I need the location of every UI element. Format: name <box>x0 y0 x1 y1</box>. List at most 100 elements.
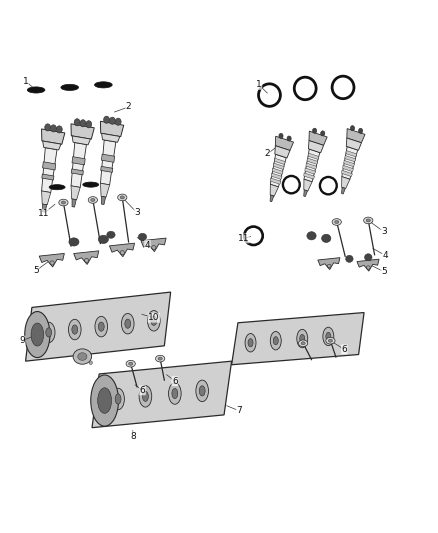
Polygon shape <box>71 186 80 200</box>
Circle shape <box>80 120 86 127</box>
Ellipse shape <box>138 233 147 240</box>
Text: 10: 10 <box>148 313 159 322</box>
Text: 2: 2 <box>265 149 270 158</box>
Polygon shape <box>273 163 284 169</box>
Ellipse shape <box>158 357 162 360</box>
Polygon shape <box>42 204 47 212</box>
Ellipse shape <box>298 340 308 346</box>
Polygon shape <box>346 150 357 157</box>
Text: 6: 6 <box>342 345 347 354</box>
Circle shape <box>110 117 115 124</box>
Polygon shape <box>342 187 345 194</box>
Ellipse shape <box>115 394 121 404</box>
Polygon shape <box>275 158 285 165</box>
Ellipse shape <box>366 219 371 222</box>
Polygon shape <box>72 199 76 207</box>
Polygon shape <box>305 168 316 174</box>
Text: 9: 9 <box>19 336 25 345</box>
Polygon shape <box>141 238 166 252</box>
Polygon shape <box>102 196 106 205</box>
Text: 7: 7 <box>237 406 242 415</box>
Ellipse shape <box>301 342 305 345</box>
Polygon shape <box>74 251 99 264</box>
Polygon shape <box>100 122 124 136</box>
Polygon shape <box>308 153 319 159</box>
Ellipse shape <box>139 385 152 407</box>
Ellipse shape <box>326 333 331 341</box>
Polygon shape <box>342 147 358 179</box>
Polygon shape <box>270 154 286 187</box>
Ellipse shape <box>169 383 181 404</box>
Text: 4: 4 <box>145 240 150 249</box>
Text: 6: 6 <box>172 377 178 385</box>
Text: 5: 5 <box>381 267 387 276</box>
Polygon shape <box>232 312 364 365</box>
Text: 3: 3 <box>134 208 140 217</box>
Polygon shape <box>100 140 116 185</box>
Ellipse shape <box>300 334 305 343</box>
Ellipse shape <box>46 328 52 337</box>
Ellipse shape <box>107 231 115 238</box>
Ellipse shape <box>129 362 133 365</box>
Polygon shape <box>304 179 312 191</box>
Circle shape <box>74 119 80 126</box>
Circle shape <box>287 136 291 141</box>
Polygon shape <box>342 176 350 189</box>
Text: 11: 11 <box>238 234 249 243</box>
Polygon shape <box>72 157 85 165</box>
Polygon shape <box>42 141 61 150</box>
Ellipse shape <box>125 319 131 328</box>
Ellipse shape <box>326 337 335 344</box>
Circle shape <box>86 120 92 128</box>
Polygon shape <box>102 154 115 163</box>
Ellipse shape <box>151 316 157 326</box>
Circle shape <box>358 128 363 133</box>
Ellipse shape <box>307 232 316 240</box>
Ellipse shape <box>112 388 124 410</box>
Ellipse shape <box>328 339 332 342</box>
Ellipse shape <box>25 311 50 358</box>
Text: 1: 1 <box>256 80 262 90</box>
Ellipse shape <box>245 334 256 352</box>
Polygon shape <box>343 165 353 172</box>
Ellipse shape <box>98 388 112 414</box>
Ellipse shape <box>148 311 160 331</box>
Polygon shape <box>71 124 94 139</box>
Text: 5: 5 <box>33 266 39 275</box>
Ellipse shape <box>196 380 208 401</box>
Text: 1: 1 <box>23 77 28 86</box>
Text: 6: 6 <box>140 386 145 395</box>
Polygon shape <box>25 292 171 361</box>
Ellipse shape <box>364 254 372 261</box>
Polygon shape <box>110 243 134 257</box>
Ellipse shape <box>248 338 253 347</box>
Circle shape <box>50 125 57 132</box>
Polygon shape <box>270 178 281 184</box>
Ellipse shape <box>118 194 127 201</box>
Ellipse shape <box>69 238 79 246</box>
Polygon shape <box>304 149 320 182</box>
Polygon shape <box>306 163 317 169</box>
Ellipse shape <box>297 329 308 348</box>
Ellipse shape <box>72 325 78 334</box>
Polygon shape <box>275 146 290 158</box>
Circle shape <box>57 126 62 133</box>
Polygon shape <box>39 253 64 267</box>
Circle shape <box>313 128 317 133</box>
Ellipse shape <box>270 332 281 350</box>
Ellipse shape <box>31 323 44 346</box>
Polygon shape <box>270 195 274 201</box>
Ellipse shape <box>142 391 148 401</box>
Polygon shape <box>42 129 65 144</box>
Ellipse shape <box>335 221 339 223</box>
Polygon shape <box>309 131 327 146</box>
Polygon shape <box>271 173 282 179</box>
Text: 2: 2 <box>126 102 131 111</box>
Ellipse shape <box>73 349 92 364</box>
Ellipse shape <box>321 235 331 243</box>
Polygon shape <box>347 128 365 143</box>
Polygon shape <box>308 141 324 153</box>
Ellipse shape <box>27 87 45 93</box>
Polygon shape <box>42 148 57 192</box>
Ellipse shape <box>126 360 135 367</box>
